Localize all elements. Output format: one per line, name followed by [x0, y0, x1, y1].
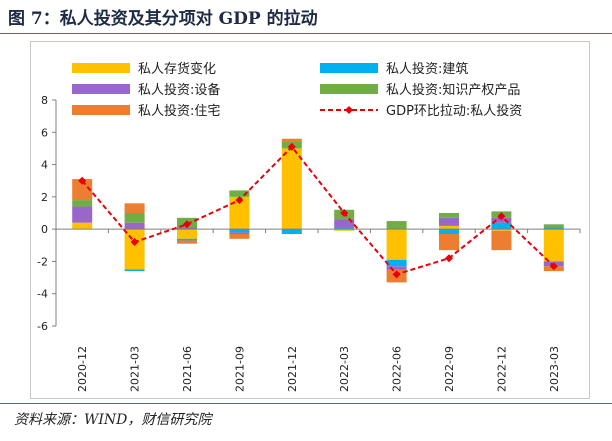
- bar-structure: [229, 229, 250, 233]
- x-tick-label: 2022-12: [495, 346, 508, 392]
- series-line-total: [81, 145, 555, 276]
- source-rule: [0, 403, 612, 404]
- y-tick-label: 8: [41, 94, 48, 107]
- chart-frame: [30, 41, 590, 399]
- bar-ip: [72, 200, 93, 207]
- x-tick-label: 2023-03: [548, 346, 561, 392]
- figure-title: 图 7：私人投资及其分项对 GDP 的拉动: [8, 9, 318, 29]
- bar-inventory: [229, 196, 250, 230]
- legend-label-equipment: 私人投资:设备: [138, 82, 220, 98]
- source-note: 资料来源：WIND，财信研究院: [14, 412, 212, 428]
- bar-ip: [124, 213, 145, 223]
- legend-label-total: GDP环比拉动:私人投资: [386, 103, 522, 119]
- legend-label-inventory: 私人存货变化: [138, 61, 216, 77]
- bar-equipment: [72, 206, 93, 223]
- bar-inventory: [281, 148, 302, 230]
- y-tick-label: -6: [37, 320, 48, 333]
- bar-equipment: [491, 217, 512, 223]
- y-tick-label: 6: [41, 126, 48, 139]
- bar-inventory: [177, 229, 197, 239]
- bar-residential: [177, 240, 197, 244]
- y-tick-label: -2: [37, 255, 48, 268]
- bar-inventory: [124, 229, 145, 270]
- legend-swatch-equipment: [72, 84, 130, 94]
- bar-inventory: [543, 229, 564, 262]
- x-tick-label: 2020-12: [76, 346, 89, 392]
- bar-inventory: [386, 229, 407, 260]
- legend-swatch-inventory: [72, 63, 130, 73]
- point-total: [445, 254, 453, 263]
- legend-swatch-structure: [320, 63, 378, 73]
- x-tick-label: 2021-03: [129, 346, 142, 392]
- bar-structure: [439, 229, 459, 234]
- y-tick-label: -4: [37, 288, 48, 301]
- x-tick-label: 2022-06: [391, 346, 404, 392]
- legend-label-structure: 私人投资:建筑: [386, 61, 468, 77]
- bar-inventory: [72, 222, 93, 230]
- bar-residential: [72, 179, 93, 201]
- bar-inventory: [491, 229, 512, 231]
- point-total: [392, 270, 401, 279]
- bar-residential: [439, 233, 459, 251]
- bar-structure: [386, 259, 407, 267]
- point-total: [549, 262, 558, 271]
- bar-structure: [124, 269, 145, 272]
- point-total: [183, 220, 191, 229]
- point-total: [78, 176, 87, 185]
- bar-ip: [386, 221, 407, 230]
- bar-residential: [229, 233, 250, 239]
- bar-inventory: [439, 225, 459, 230]
- bar-ip: [439, 213, 459, 218]
- bar-ip: [543, 224, 564, 228]
- bar-equipment: [124, 222, 145, 230]
- y-tick-label: 4: [41, 159, 48, 172]
- bar-structure: [334, 227, 355, 230]
- point-total: [235, 196, 244, 205]
- y-tick-label: 0: [41, 223, 48, 236]
- bar-inventory: [334, 229, 355, 231]
- legend-label-residential: 私人投资:住宅: [138, 103, 220, 119]
- bar-equipment: [177, 227, 197, 230]
- legend-swatch-ip: [320, 84, 378, 94]
- x-tick-label: 2021-12: [286, 346, 299, 392]
- bar-equipment: [334, 219, 355, 228]
- point-total: [287, 142, 296, 151]
- bar-residential: [491, 230, 512, 251]
- bar-structure: [491, 222, 512, 230]
- point-total: [340, 209, 349, 217]
- point-total: [497, 212, 506, 221]
- bar-equipment: [229, 232, 250, 234]
- bar-structure: [543, 227, 564, 230]
- bar-structure: [177, 238, 197, 241]
- bar-equipment: [386, 266, 407, 270]
- legend-swatch-residential: [72, 105, 130, 115]
- y-tick-label: 2: [41, 191, 48, 204]
- bar-ip: [229, 190, 250, 197]
- bar-residential: [124, 203, 145, 213]
- x-tick-label: 2022-03: [338, 346, 351, 392]
- bar-structure: [281, 229, 302, 234]
- x-tick-label: 2021-06: [181, 346, 194, 392]
- bar-residential: [281, 138, 302, 142]
- bar-equipment: [439, 217, 459, 226]
- title-rule: [0, 33, 612, 34]
- point-total: [130, 238, 139, 247]
- legend-marker-total: [345, 106, 353, 114]
- x-tick-label: 2022-09: [443, 346, 456, 392]
- x-tick-label: 2021-09: [233, 346, 246, 392]
- legend-label-ip: 私人投资:知识产权产品: [386, 82, 520, 98]
